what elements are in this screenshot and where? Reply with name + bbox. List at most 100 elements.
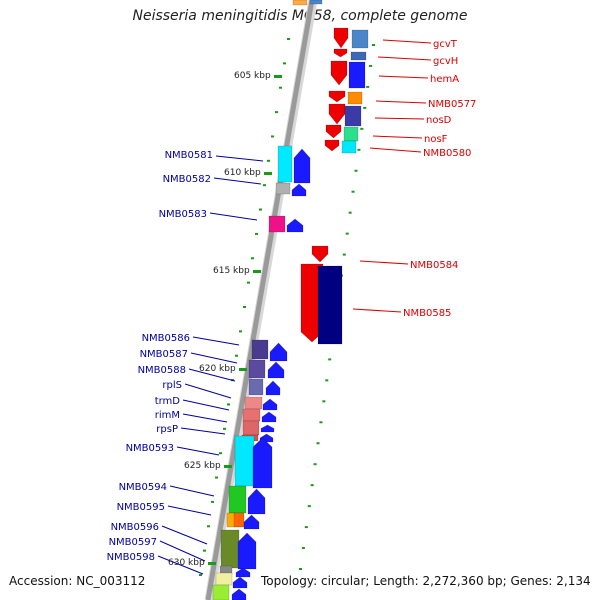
scale-dot [275,111,278,114]
label-leader-line [213,177,262,185]
gene-block [242,408,261,422]
gene-label-nmb0577[interactable]: NMB0577 [428,99,476,110]
gene-arrow-forward [252,437,273,489]
gene-label-gcvh[interactable]: gcvH [433,56,458,67]
scale-dot [219,452,222,455]
label-leader-line [369,147,422,153]
gene-label-nmb0593[interactable]: NMB0593 [126,443,174,454]
gene-block [317,265,343,345]
scale-dot [316,442,320,445]
gene-label-trmd[interactable]: trmD [155,396,181,407]
gene-arrow-forward [232,576,248,589]
scale-dot [299,568,302,570]
scale-dot [251,257,254,260]
gene-block [244,396,263,410]
gene-block [351,29,369,49]
label-leader-line [372,135,423,139]
gene-label-gcvt[interactable]: gcvT [433,39,458,50]
genome-title: Neisseria meningitidis MC58, complete ge… [132,8,468,24]
label-leader-line [382,39,432,44]
label-leader-line [209,212,258,221]
scale-tick-label: 610 kbp [224,168,261,178]
scale-dot [239,330,242,333]
gene-block [248,359,266,379]
gene-arrow-reverse [333,48,348,58]
gene-label-nmb0585[interactable]: NMB0585 [403,308,451,319]
scale-dot [227,403,230,406]
gene-label-nmb0582[interactable]: NMB0582 [163,174,211,185]
label-leader-line [188,368,236,382]
scale-dot [369,64,373,67]
gene-label-hema[interactable]: hemA [430,74,459,85]
gene-block [350,51,367,61]
gene-block [233,512,245,528]
gene-label-nmb0587[interactable]: NMB0587 [140,349,188,360]
sequence-backbone [205,0,315,600]
label-leader-line [190,352,238,364]
scale-dot [211,500,214,503]
gene-arrow-forward [269,342,288,362]
gene-label-nmb0581[interactable]: NMB0581 [165,150,213,161]
scale-dot [363,106,367,109]
scale-dot [322,400,326,403]
gene-arrow-forward [265,380,281,396]
scale-dot [328,358,332,361]
scale-dot [207,525,210,528]
scale-tick-label: 630 kbp [168,558,205,568]
scale-dot [259,208,262,211]
gene-block [248,378,264,396]
gene-block [343,126,359,142]
topology-text: Topology: circular; Length: 2,272,360 bp… [261,574,591,588]
gene-label-rimm[interactable]: rimM [155,410,180,421]
gene-label-nmb0584[interactable]: NMB0584 [410,260,458,271]
gene-label-nosd[interactable]: nosD [426,115,452,126]
gene-arrow-reverse [311,245,329,263]
gene-block [344,105,362,127]
label-leader-line [176,446,220,456]
scale-dot [203,549,206,552]
label-leader-line [180,427,226,435]
gene-label-nmb0596[interactable]: NMB0596 [111,522,159,533]
accession-text: Accession: NC_003112 [9,574,146,588]
scale-dot [313,463,317,466]
gene-label-nmb0588[interactable]: NMB0588 [138,365,186,376]
gene-arrow-forward [262,398,278,411]
gene-label-nmb0598[interactable]: NMB0598 [107,552,155,563]
scale-tick-mark [253,270,261,273]
gene-arrow-forward [237,532,257,570]
scale-dot [307,505,311,508]
scale-dot [304,526,308,529]
gene-label-rpls[interactable]: rplS [162,380,182,391]
gene-block [347,91,363,105]
gene-label-nmb0580[interactable]: NMB0580 [423,148,471,159]
scale-dot [372,44,375,46]
label-leader-line [184,383,232,399]
gene-block [268,215,286,233]
gene-label-nmb0597[interactable]: NMB0597 [109,537,157,548]
gene-arrow-forward [293,148,311,184]
gene-arrow-reverse [325,124,342,139]
gene-label-nmb0594[interactable]: NMB0594 [119,482,167,493]
scale-dot [310,484,314,487]
scale-tick-mark [274,75,282,78]
gene-arrow-reverse [328,103,346,125]
gene-arrow-forward [235,567,251,578]
label-leader-line [161,525,208,545]
gene-arrow-forward [267,361,285,379]
gene-label-nmb0586[interactable]: NMB0586 [142,333,190,344]
gene-label-nmb0583[interactable]: NMB0583 [159,209,207,220]
gene-block [215,572,233,586]
label-leader-line [359,260,409,265]
gene-label-nmb0595[interactable]: NMB0595 [117,502,165,513]
scale-dot [255,232,258,235]
scale-dot [345,232,349,235]
label-leader-line [157,555,204,575]
gene-arrow-forward [261,411,277,423]
label-leader-line [215,155,264,162]
gene-arrow-forward [247,488,266,515]
scale-dot [223,427,226,430]
label-leader-line [352,308,402,313]
gene-label-nosf[interactable]: nosF [424,134,448,145]
gene-block [348,61,366,89]
gene-label-rpsp[interactable]: rpsP [156,424,178,435]
